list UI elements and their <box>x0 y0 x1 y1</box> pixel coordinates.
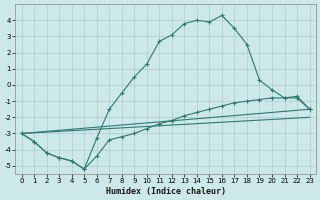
X-axis label: Humidex (Indice chaleur): Humidex (Indice chaleur) <box>106 187 226 196</box>
